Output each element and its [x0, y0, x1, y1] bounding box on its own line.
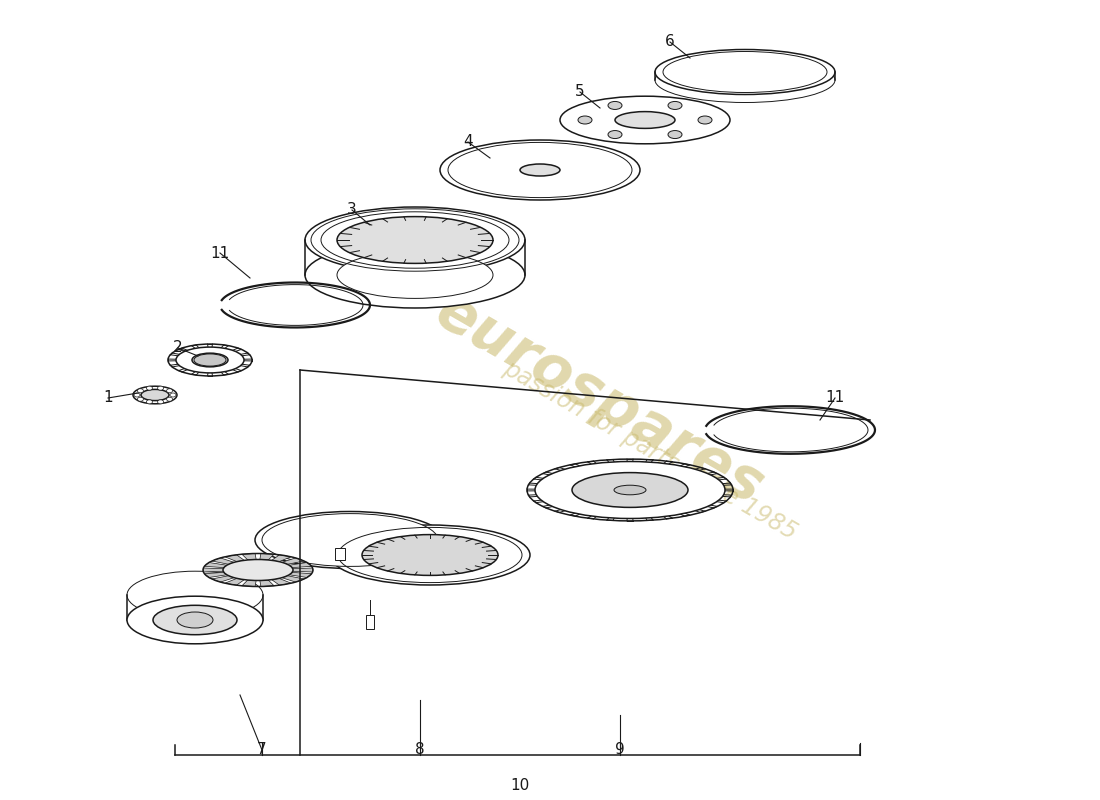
Polygon shape [293, 568, 312, 572]
Text: 9: 9 [615, 742, 625, 758]
Polygon shape [224, 555, 244, 562]
Ellipse shape [305, 207, 525, 273]
Ellipse shape [157, 386, 164, 390]
Ellipse shape [134, 393, 140, 397]
Ellipse shape [520, 164, 560, 176]
Text: 7: 7 [257, 742, 267, 758]
Ellipse shape [133, 386, 177, 404]
Polygon shape [260, 554, 274, 560]
Ellipse shape [698, 116, 712, 124]
Polygon shape [212, 576, 234, 582]
Ellipse shape [535, 462, 725, 518]
Ellipse shape [668, 102, 682, 110]
Polygon shape [242, 554, 256, 560]
Ellipse shape [194, 354, 226, 366]
Ellipse shape [608, 102, 622, 110]
Ellipse shape [362, 534, 498, 575]
Polygon shape [289, 562, 311, 568]
Polygon shape [272, 555, 292, 562]
Ellipse shape [141, 390, 169, 401]
Ellipse shape [615, 111, 675, 129]
Text: eurospares: eurospares [426, 283, 774, 517]
Text: passion for parts since 1985: passion for parts since 1985 [499, 356, 801, 544]
Ellipse shape [255, 511, 446, 569]
Ellipse shape [330, 525, 530, 585]
Text: 10: 10 [510, 778, 529, 793]
Ellipse shape [337, 217, 493, 263]
Polygon shape [260, 580, 274, 586]
Ellipse shape [192, 353, 228, 367]
Polygon shape [242, 580, 256, 586]
Ellipse shape [572, 473, 688, 507]
Text: 1: 1 [103, 390, 113, 406]
Polygon shape [205, 562, 227, 568]
Text: 11: 11 [825, 390, 845, 406]
Ellipse shape [668, 130, 682, 138]
Ellipse shape [262, 514, 438, 566]
Text: 4: 4 [463, 134, 473, 150]
Polygon shape [224, 578, 244, 585]
Ellipse shape [138, 398, 143, 402]
Polygon shape [282, 576, 304, 582]
Bar [366, 615, 374, 629]
Bar [336, 548, 345, 560]
Ellipse shape [223, 559, 293, 581]
Ellipse shape [663, 51, 827, 93]
Text: 3: 3 [348, 202, 356, 218]
Ellipse shape [560, 96, 730, 144]
Ellipse shape [126, 596, 263, 644]
Ellipse shape [170, 393, 176, 397]
Ellipse shape [126, 571, 263, 619]
Polygon shape [212, 558, 234, 564]
Ellipse shape [578, 116, 592, 124]
Ellipse shape [337, 251, 493, 298]
Ellipse shape [138, 389, 143, 393]
Ellipse shape [146, 400, 153, 404]
Ellipse shape [608, 130, 622, 138]
Polygon shape [272, 578, 292, 585]
Ellipse shape [166, 398, 173, 402]
Ellipse shape [177, 612, 213, 628]
Ellipse shape [157, 400, 164, 404]
Text: 5: 5 [575, 85, 585, 99]
Polygon shape [289, 572, 311, 578]
Text: 8: 8 [415, 742, 425, 758]
Ellipse shape [614, 485, 646, 494]
Text: 11: 11 [210, 246, 230, 261]
Polygon shape [205, 572, 227, 578]
Ellipse shape [305, 242, 525, 308]
Ellipse shape [654, 50, 835, 94]
Ellipse shape [176, 347, 244, 373]
Polygon shape [204, 568, 223, 572]
Ellipse shape [166, 389, 173, 393]
Text: 2: 2 [173, 341, 183, 355]
Ellipse shape [440, 140, 640, 200]
Ellipse shape [153, 606, 236, 634]
Polygon shape [282, 558, 304, 564]
Ellipse shape [146, 386, 153, 390]
Text: 6: 6 [666, 34, 675, 50]
